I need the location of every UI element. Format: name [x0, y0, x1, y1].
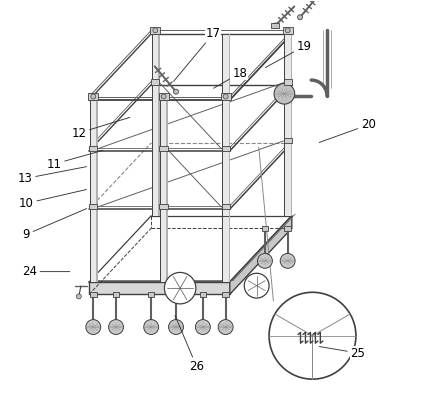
Circle shape — [164, 272, 196, 304]
Polygon shape — [89, 282, 230, 294]
Bar — [200, 292, 206, 297]
Bar — [222, 146, 230, 151]
Circle shape — [144, 320, 159, 334]
Bar — [173, 292, 179, 297]
Circle shape — [168, 320, 183, 334]
Bar — [90, 292, 97, 297]
Circle shape — [195, 320, 210, 334]
Bar — [89, 204, 97, 209]
Bar — [148, 292, 155, 297]
Circle shape — [298, 15, 303, 20]
Bar — [262, 226, 268, 231]
Bar — [283, 27, 293, 34]
Circle shape — [218, 320, 233, 334]
Text: 11: 11 — [47, 150, 103, 171]
Text: 26: 26 — [175, 315, 204, 373]
Circle shape — [161, 94, 166, 99]
Text: 24: 24 — [22, 265, 70, 278]
Circle shape — [269, 292, 356, 379]
Bar — [159, 146, 168, 151]
Bar — [96, 100, 98, 282]
Text: 18: 18 — [214, 66, 248, 88]
Bar — [284, 34, 291, 216]
Polygon shape — [230, 216, 292, 294]
Bar — [159, 204, 168, 209]
Bar — [113, 292, 119, 297]
Bar — [284, 79, 292, 85]
Bar — [222, 34, 229, 216]
Text: 25: 25 — [319, 347, 365, 359]
Circle shape — [280, 254, 295, 269]
Bar — [89, 146, 97, 151]
Bar — [159, 93, 168, 100]
Bar — [152, 34, 159, 216]
Bar — [229, 34, 230, 216]
Circle shape — [244, 273, 269, 298]
Bar — [160, 100, 167, 282]
Bar — [271, 23, 280, 28]
Circle shape — [109, 320, 124, 334]
Circle shape — [86, 320, 101, 334]
Text: 12: 12 — [71, 117, 130, 139]
Text: 19: 19 — [265, 40, 312, 68]
Bar — [222, 292, 229, 297]
Text: 17: 17 — [174, 27, 221, 81]
Circle shape — [223, 94, 228, 99]
Text: 9: 9 — [23, 209, 86, 241]
Bar — [221, 93, 231, 100]
Text: 10: 10 — [19, 190, 86, 210]
Bar — [222, 204, 230, 209]
Bar — [284, 226, 291, 231]
Text: 20: 20 — [319, 118, 376, 142]
Bar — [88, 93, 98, 100]
Circle shape — [76, 294, 81, 299]
Circle shape — [285, 28, 290, 33]
Bar — [151, 79, 159, 85]
Bar — [167, 100, 168, 282]
Bar — [89, 100, 97, 282]
Circle shape — [174, 89, 179, 94]
Bar — [150, 27, 160, 34]
Text: 13: 13 — [18, 167, 86, 185]
Bar — [291, 34, 292, 216]
Circle shape — [153, 28, 158, 33]
Bar — [222, 100, 229, 282]
Bar — [158, 34, 160, 216]
Bar — [229, 100, 230, 282]
Circle shape — [91, 94, 96, 99]
Bar — [284, 138, 292, 143]
Circle shape — [273, 23, 278, 28]
Circle shape — [257, 254, 272, 269]
Circle shape — [274, 83, 295, 104]
